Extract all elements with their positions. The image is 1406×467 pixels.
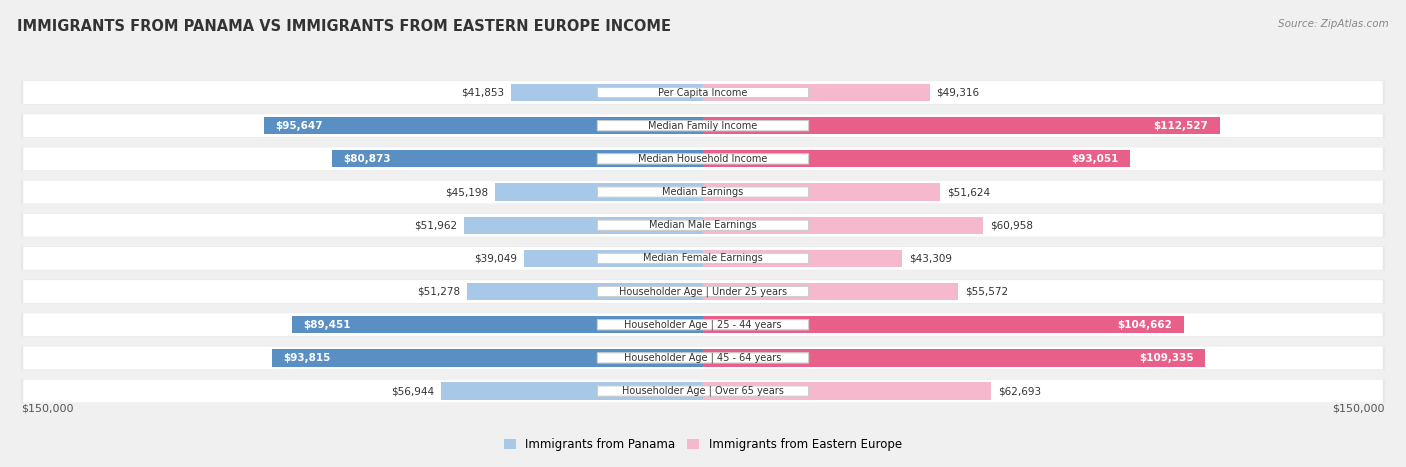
FancyBboxPatch shape: [598, 187, 808, 197]
Bar: [703, 117, 1220, 134]
Text: $51,624: $51,624: [948, 187, 990, 197]
Text: $112,527: $112,527: [1153, 120, 1208, 131]
Bar: [703, 217, 983, 234]
Bar: [703, 316, 1184, 333]
Text: $41,853: $41,853: [461, 87, 503, 98]
FancyBboxPatch shape: [598, 253, 808, 263]
Bar: [703, 283, 959, 300]
FancyBboxPatch shape: [21, 280, 1385, 304]
FancyBboxPatch shape: [598, 386, 808, 396]
FancyBboxPatch shape: [24, 114, 1382, 137]
Text: Per Capita Income: Per Capita Income: [658, 87, 748, 98]
Text: $150,000: $150,000: [1333, 403, 1385, 413]
Text: Median Female Earnings: Median Female Earnings: [643, 254, 763, 263]
Bar: [467, 283, 703, 300]
Bar: [523, 250, 703, 267]
Text: $43,309: $43,309: [908, 254, 952, 263]
Bar: [495, 184, 703, 201]
Text: $89,451: $89,451: [304, 320, 352, 330]
FancyBboxPatch shape: [24, 247, 1382, 270]
FancyBboxPatch shape: [24, 148, 1382, 170]
FancyBboxPatch shape: [21, 114, 1385, 138]
Legend: Immigrants from Panama, Immigrants from Eastern Europe: Immigrants from Panama, Immigrants from …: [505, 438, 901, 451]
Text: Median Earnings: Median Earnings: [662, 187, 744, 197]
Bar: [264, 117, 703, 134]
FancyBboxPatch shape: [598, 220, 808, 230]
FancyBboxPatch shape: [598, 319, 808, 330]
Bar: [703, 184, 941, 201]
FancyBboxPatch shape: [598, 87, 808, 98]
Text: Householder Age | 45 - 64 years: Householder Age | 45 - 64 years: [624, 353, 782, 363]
Text: Median Family Income: Median Family Income: [648, 120, 758, 131]
Bar: [703, 84, 929, 101]
Text: IMMIGRANTS FROM PANAMA VS IMMIGRANTS FROM EASTERN EUROPE INCOME: IMMIGRANTS FROM PANAMA VS IMMIGRANTS FRO…: [17, 19, 671, 34]
FancyBboxPatch shape: [21, 81, 1385, 105]
Text: $55,572: $55,572: [965, 287, 1008, 297]
Bar: [703, 349, 1205, 367]
FancyBboxPatch shape: [24, 181, 1382, 204]
Bar: [464, 217, 703, 234]
Text: $104,662: $104,662: [1118, 320, 1173, 330]
FancyBboxPatch shape: [598, 353, 808, 363]
Text: $150,000: $150,000: [21, 403, 73, 413]
Text: $95,647: $95,647: [276, 120, 323, 131]
Text: $93,051: $93,051: [1071, 154, 1119, 164]
Text: Median Male Earnings: Median Male Earnings: [650, 220, 756, 230]
Text: Source: ZipAtlas.com: Source: ZipAtlas.com: [1278, 19, 1389, 28]
Text: Householder Age | 25 - 44 years: Householder Age | 25 - 44 years: [624, 319, 782, 330]
Text: $45,198: $45,198: [446, 187, 488, 197]
Text: Householder Age | Under 25 years: Householder Age | Under 25 years: [619, 286, 787, 297]
Text: $109,335: $109,335: [1139, 353, 1194, 363]
Text: $62,693: $62,693: [998, 386, 1040, 396]
FancyBboxPatch shape: [21, 213, 1385, 237]
FancyBboxPatch shape: [24, 280, 1382, 303]
Text: $80,873: $80,873: [343, 154, 391, 164]
FancyBboxPatch shape: [24, 313, 1382, 336]
Bar: [510, 84, 703, 101]
FancyBboxPatch shape: [24, 81, 1382, 104]
Text: $39,049: $39,049: [474, 254, 517, 263]
FancyBboxPatch shape: [21, 147, 1385, 171]
FancyBboxPatch shape: [21, 180, 1385, 204]
FancyBboxPatch shape: [24, 347, 1382, 369]
Bar: [703, 150, 1130, 168]
FancyBboxPatch shape: [21, 379, 1385, 403]
FancyBboxPatch shape: [598, 154, 808, 164]
FancyBboxPatch shape: [21, 313, 1385, 337]
FancyBboxPatch shape: [598, 120, 808, 131]
Text: $56,944: $56,944: [391, 386, 434, 396]
Bar: [441, 382, 703, 400]
Text: Householder Age | Over 65 years: Householder Age | Over 65 years: [621, 386, 785, 396]
Text: $93,815: $93,815: [284, 353, 330, 363]
FancyBboxPatch shape: [21, 346, 1385, 370]
Bar: [273, 349, 703, 367]
FancyBboxPatch shape: [21, 247, 1385, 270]
FancyBboxPatch shape: [24, 214, 1382, 237]
FancyBboxPatch shape: [598, 286, 808, 297]
Text: $51,278: $51,278: [418, 287, 461, 297]
Text: $51,962: $51,962: [415, 220, 457, 230]
Bar: [703, 250, 901, 267]
Bar: [332, 150, 703, 168]
Text: $49,316: $49,316: [936, 87, 980, 98]
Bar: [703, 382, 991, 400]
Text: Median Household Income: Median Household Income: [638, 154, 768, 164]
FancyBboxPatch shape: [24, 380, 1382, 403]
Bar: [292, 316, 703, 333]
Text: $60,958: $60,958: [990, 220, 1033, 230]
